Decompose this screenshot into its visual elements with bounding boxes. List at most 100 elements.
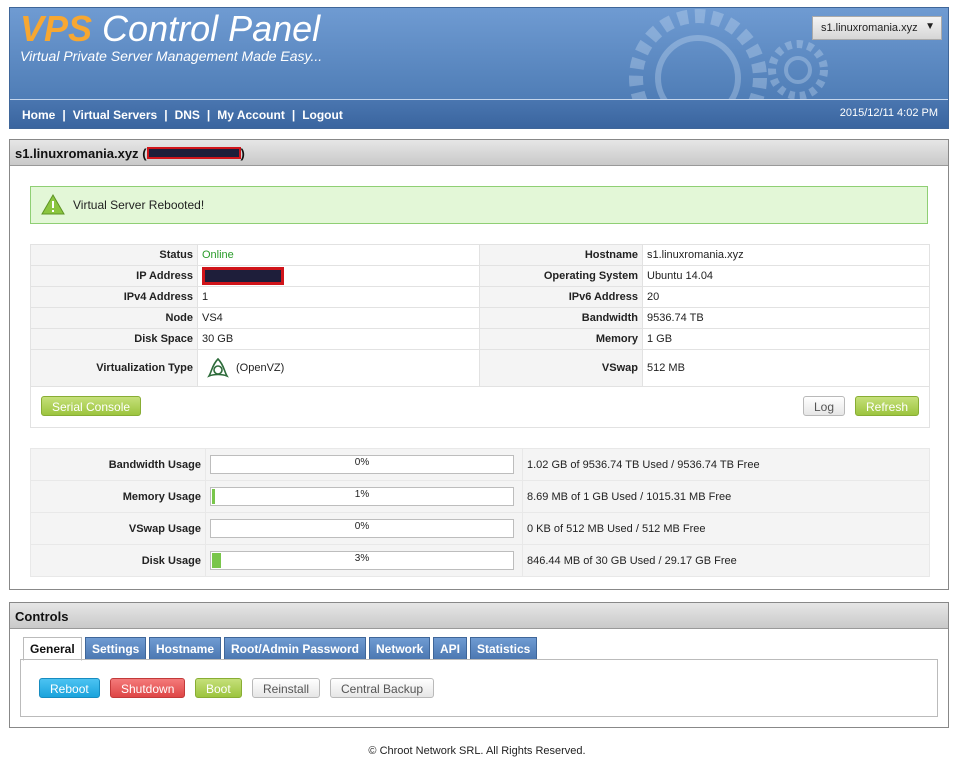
disk-space-value: 30 GB (197, 328, 480, 350)
logo[interactable]: VPS Control Panel (20, 8, 321, 49)
nav-separator: | (62, 108, 66, 122)
ipv6-value: 20 (642, 286, 930, 308)
nav-logout[interactable]: Logout (302, 108, 343, 122)
status-label: Status (30, 244, 198, 266)
usage-label: VSwap Usage (30, 512, 206, 545)
nav-home[interactable]: Home (22, 108, 56, 122)
table-row: Node VS4 Bandwidth 9536.74 TB (30, 307, 930, 329)
status-value: Online (197, 244, 480, 266)
reinstall-button[interactable]: Reinstall (252, 678, 321, 698)
node-label: Node (30, 307, 198, 329)
usage-detail: 0 KB of 512 MB Used / 512 MB Free (522, 512, 930, 545)
alert-message: Virtual Server Rebooted! (73, 198, 205, 212)
virtualization-type: (OpenVZ) (236, 361, 285, 374)
usage-bar-cell: 1% (205, 480, 523, 513)
vswap-label: VSwap (479, 349, 643, 387)
usage-percent: 0% (354, 457, 370, 468)
controls-panel: Controls General Settings Hostname Root/… (9, 602, 949, 728)
usage-bar-cell: 3% (205, 544, 523, 577)
central-backup-button[interactable]: Central Backup (330, 678, 435, 698)
nav-separator: | (164, 108, 168, 122)
memory-label: Memory (479, 328, 643, 350)
ip-value (197, 265, 480, 287)
tab-general[interactable]: General (23, 637, 82, 661)
virtualization-label: Virtualization Type (30, 349, 198, 387)
shutdown-button[interactable]: Shutdown (110, 678, 186, 698)
usage-detail: 8.69 MB of 1 GB Used / 1015.31 MB Free (522, 480, 930, 513)
server-hostname-title: s1.linuxromania.xyz (15, 146, 139, 161)
redacted-ip (202, 267, 284, 285)
usage-progress-fill (212, 553, 221, 568)
os-value: Ubuntu 14.04 (642, 265, 930, 287)
boot-button[interactable]: Boot (195, 678, 242, 698)
ipv4-label: IPv4 Address (30, 286, 198, 308)
table-row: Disk Space 30 GB Memory 1 GB (30, 328, 930, 350)
nav-my-account[interactable]: My Account (217, 108, 285, 122)
vswap-value: 512 MB (642, 349, 930, 387)
ipv4-value: 1 (197, 286, 480, 308)
usage-label: Disk Usage (30, 544, 206, 577)
usage-detail: 1.02 GB of 9536.74 TB Used / 9536.74 TB … (522, 448, 930, 481)
usage-bar-cell: 0% (205, 448, 523, 481)
server-select-value: s1.linuxromania.xyz (821, 22, 918, 34)
tab-network[interactable]: Network (369, 637, 431, 660)
ipv6-label: IPv6 Address (479, 286, 643, 308)
tab-hostname[interactable]: Hostname (149, 637, 222, 660)
redacted-ip-title (146, 147, 241, 159)
usage-progress-bar: 0% (210, 455, 514, 474)
table-row: VSwap Usage 0% 0 KB of 512 MB Used / 512 M… (30, 512, 930, 545)
refresh-button[interactable]: Refresh (855, 396, 920, 416)
footer-copyright: © Chroot Network SRL. All Rights Reserve… (368, 745, 586, 757)
usage-progress-bar: 1% (210, 487, 514, 506)
table-row: Memory Usage 1% 8.69 MB of 1 GB Used / 101… (30, 480, 930, 513)
nav-dns[interactable]: DNS (174, 108, 200, 122)
tab-statistics[interactable]: Statistics (470, 637, 538, 660)
usage-detail: 846.44 MB of 30 GB Used / 29.17 GB Free (522, 544, 930, 577)
table-row: Virtualization Type (OpenVZ) VSwap 512 M… (30, 349, 930, 387)
reboot-alert: Virtual Server Rebooted! (30, 186, 928, 224)
node-value: VS4 (197, 307, 480, 329)
gears-decoration-icon (629, 9, 828, 108)
table-row: Status Online Hostname s1.linuxromania.x… (30, 244, 930, 266)
header-banner: VPS Control Panel Virtual Private Server… (10, 8, 948, 108)
hostname-value: s1.linuxromania.xyz (642, 244, 930, 266)
openvz-icon (207, 357, 229, 378)
usage-bar-cell: 0% (205, 512, 523, 545)
usage-label: Memory Usage (30, 480, 206, 513)
table-row: Disk Usage 3% 846.44 MB of 30 GB Used / 29… (30, 544, 930, 577)
nav-virtual-servers[interactable]: Virtual Servers (72, 108, 158, 122)
usage-table: Bandwidth Usage 0% 1.02 GB of 9536.74 TB U… (30, 448, 930, 577)
usage-percent: 0% (354, 521, 370, 532)
current-datetime: 2015/12/11 4:02 PM (839, 107, 938, 119)
nav-separator: | (206, 108, 211, 122)
nav-separator: | (291, 108, 296, 122)
usage-progress-bar: 3% (210, 551, 514, 570)
memory-value: 1 GB (642, 328, 930, 350)
os-label: Operating System (479, 265, 643, 287)
tab-root-admin-password[interactable]: Root/Admin Password (224, 637, 367, 660)
server-panel: s1.linuxromania.xyz () Virtual Server Re… (9, 139, 949, 590)
usage-progress-bar: 0% (210, 519, 514, 538)
tab-settings[interactable]: Settings (85, 637, 147, 660)
table-row: IP Address Operating System Ubuntu 14.04 (30, 265, 930, 287)
server-info-table: Status Online Hostname s1.linuxromania.x… (30, 244, 930, 387)
server-select[interactable]: s1.linuxromania.xyz ▼ (812, 16, 942, 40)
controls-title: Controls (10, 603, 948, 629)
hostname-label: Hostname (479, 244, 643, 266)
site-header: VPS Control Panel Virtual Private Server… (9, 7, 949, 129)
usage-percent: 3% (354, 553, 370, 564)
table-row: Bandwidth Usage 0% 1.02 GB of 9536.74 TB U… (30, 448, 930, 481)
server-panel-title: s1.linuxromania.xyz () (10, 140, 948, 166)
usage-progress-fill (212, 489, 215, 504)
serial-console-button[interactable]: Serial Console (41, 396, 142, 416)
bandwidth-label: Bandwidth (479, 307, 643, 329)
virtualization-value: (OpenVZ) (197, 349, 480, 387)
tab-api[interactable]: API (433, 637, 468, 660)
chevron-down-icon: ▼ (925, 21, 935, 32)
server-actions-row: Serial Console Log Refresh (30, 386, 930, 428)
log-button[interactable]: Log (803, 396, 846, 416)
reboot-button[interactable]: Reboot (39, 678, 100, 698)
bandwidth-value: 9536.74 TB (642, 307, 930, 329)
disk-space-label: Disk Space (30, 328, 198, 350)
table-row: IPv4 Address 1 IPv6 Address 20 (30, 286, 930, 308)
